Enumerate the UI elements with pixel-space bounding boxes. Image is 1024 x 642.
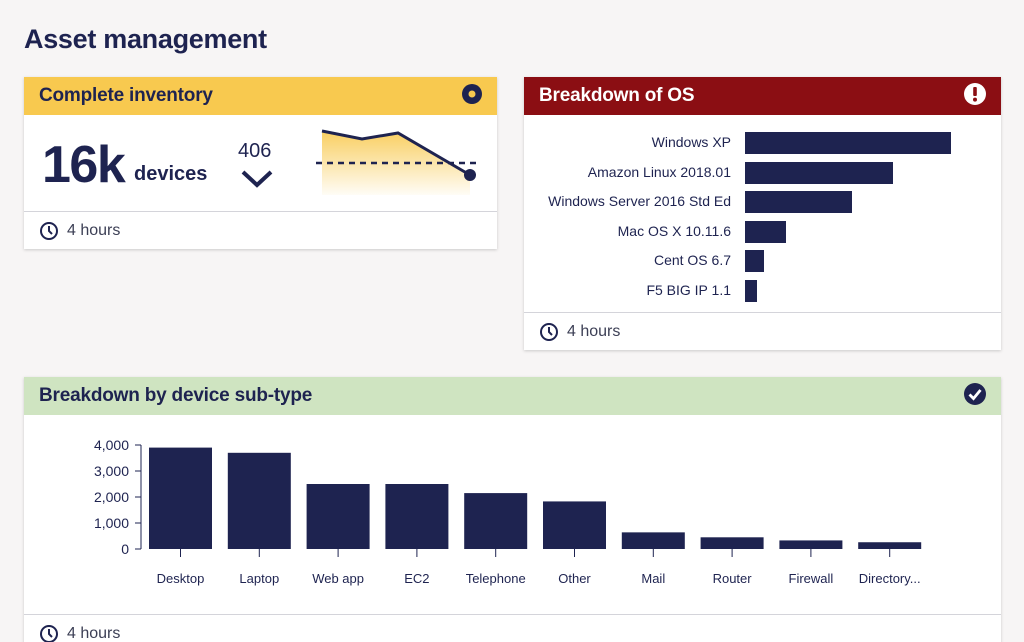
check-circle-icon[interactable] <box>963 382 987 411</box>
subtype-card-title: Breakdown by device sub-type <box>39 385 313 406</box>
bar[interactable] <box>385 484 449 549</box>
x-tick-label: Mail <box>641 571 665 586</box>
x-tick-label: Web app <box>312 571 364 586</box>
bar[interactable] <box>227 452 291 549</box>
y-tick-label: 2,000 <box>94 489 129 505</box>
x-tick-label: Firewall <box>789 571 834 586</box>
os-card-footer: 4 hours <box>524 312 1001 350</box>
bar[interactable] <box>621 532 685 549</box>
os-label: Windows Server 2016 Std Ed <box>548 193 731 209</box>
x-tick-label: Other <box>558 571 591 586</box>
inventory-card-title: Complete inventory <box>39 85 213 106</box>
alert-icon[interactable] <box>963 82 987 111</box>
clock-icon <box>39 221 59 241</box>
clock-icon <box>39 624 59 642</box>
x-tick-label: Telephone <box>466 571 526 586</box>
os-bar[interactable] <box>745 279 758 302</box>
x-tick-label: Router <box>713 571 753 586</box>
inventory-card[interactable]: Complete inventory 16k devices 406 4 hou… <box>24 77 497 249</box>
os-row: F5 BIG IP 1.1 <box>524 279 1001 302</box>
inventory-card-footer: 4 hours <box>24 211 497 249</box>
os-bar[interactable] <box>745 132 951 154</box>
os-row: Windows Server 2016 Std Ed <box>524 191 1001 213</box>
y-tick-label: 3,000 <box>94 463 129 479</box>
bar[interactable] <box>858 542 922 549</box>
target-icon[interactable] <box>461 83 483 110</box>
bar[interactable] <box>149 447 212 549</box>
os-bar[interactable] <box>745 161 894 184</box>
os-label: Windows XP <box>651 134 731 150</box>
x-tick-label: EC2 <box>404 571 429 586</box>
os-label: Cent OS 6.7 <box>653 252 731 268</box>
os-row: Mac OS X 10.11.6 <box>524 220 1001 243</box>
os-card-header: Breakdown of OS <box>524 77 1001 115</box>
subtype-card-footer: 4 hours <box>24 614 1001 642</box>
os-label: F5 BIG IP 1.1 <box>646 281 731 298</box>
subtype-card-header: Breakdown by device sub-type <box>24 377 1001 415</box>
os-row: Amazon Linux 2018.01 <box>524 161 1001 184</box>
os-label: Amazon Linux 2018.01 <box>587 163 731 180</box>
os-card[interactable]: Breakdown of OS Windows XP Amazon Linux 2… <box>524 77 1001 350</box>
subtype-bar-chart: 4,000 3,000 2,000 1,000 0 Desktop Laptop Web ap… <box>94 437 922 586</box>
bar[interactable] <box>700 537 764 549</box>
os-bar[interactable] <box>745 191 853 213</box>
inventory-sparkline <box>312 125 482 200</box>
y-tick-label: 4,000 <box>94 437 129 453</box>
bar[interactable] <box>543 501 606 549</box>
x-tick-label: Laptop <box>239 571 279 586</box>
os-row: Cent OS 6.7 <box>524 250 1001 272</box>
bar[interactable] <box>464 493 528 549</box>
y-tick-label: 1,000 <box>94 515 129 531</box>
page-title: Asset management <box>24 24 267 54</box>
os-bar[interactable] <box>745 250 764 272</box>
x-tick-label: Directory... <box>859 571 921 586</box>
os-bar[interactable] <box>745 220 787 243</box>
clock-icon <box>539 322 559 342</box>
bar[interactable] <box>306 484 370 549</box>
subtype-card[interactable]: Breakdown by device sub-type 4,000 3,000 2… <box>24 377 1001 642</box>
device-count: 16k <box>42 136 126 194</box>
y-tick-label: 0 <box>121 541 129 557</box>
bar[interactable] <box>779 540 843 549</box>
last-updated: 4 hours <box>567 322 621 340</box>
x-tick-label: Desktop <box>157 571 205 586</box>
last-updated: 4 hours <box>67 221 121 239</box>
device-count-unit: devices <box>134 163 208 185</box>
chevron-down-icon <box>240 169 274 194</box>
os-row: Windows XP <box>524 132 1001 154</box>
last-updated: 4 hours <box>67 624 121 642</box>
inventory-card-header: Complete inventory <box>24 77 497 115</box>
os-label: Mac OS X 10.11.6 <box>617 222 731 239</box>
os-card-title: Breakdown of OS <box>539 85 695 106</box>
device-delta: 406 <box>238 140 272 162</box>
